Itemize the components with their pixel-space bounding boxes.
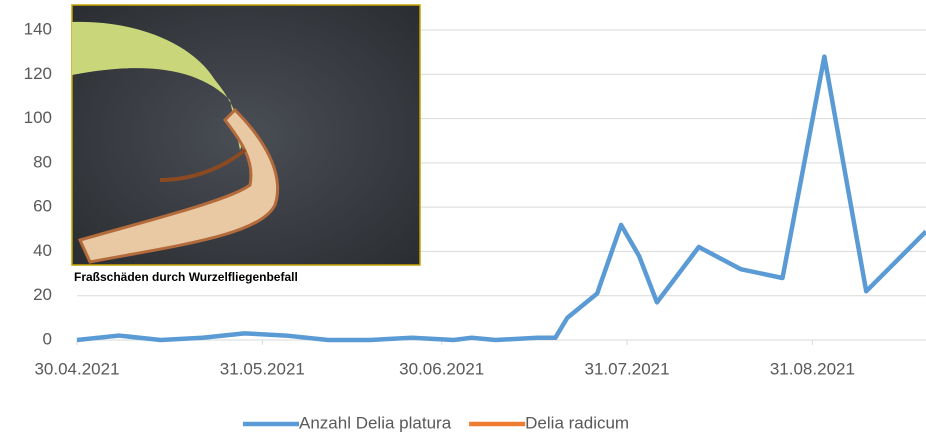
photo (72, 5, 420, 265)
x-tick-label: 30.04.2021 (34, 359, 119, 378)
chart: 0 20 40 60 80 100 120 140 30.04.2021 31.05.2021 30… (0, 0, 926, 438)
legend-label: Anzahl Delia platura (299, 413, 452, 432)
y-tick-label: 0 (43, 329, 52, 348)
image-caption: Fraßschäden durch Wurzelfliegenbefall (74, 270, 298, 284)
legend-label: Delia radicum (525, 413, 629, 432)
x-tick-label: 31.05.2021 (220, 359, 305, 378)
y-tick-label: 80 (33, 152, 52, 171)
y-tick-label: 140 (24, 19, 52, 38)
y-tick-label: 120 (24, 64, 52, 83)
legend: Anzahl Delia platura Delia radicum (243, 413, 629, 432)
y-tick-label: 40 (33, 241, 52, 260)
y-tick-label: 20 (33, 285, 52, 304)
x-tick-label: 31.08.2021 (770, 359, 855, 378)
x-tick-label: 30.06.2021 (399, 359, 484, 378)
y-tick-label: 100 (24, 108, 52, 127)
y-tick-label: 60 (33, 197, 52, 216)
x-tick-label: 31.07.2021 (585, 359, 670, 378)
